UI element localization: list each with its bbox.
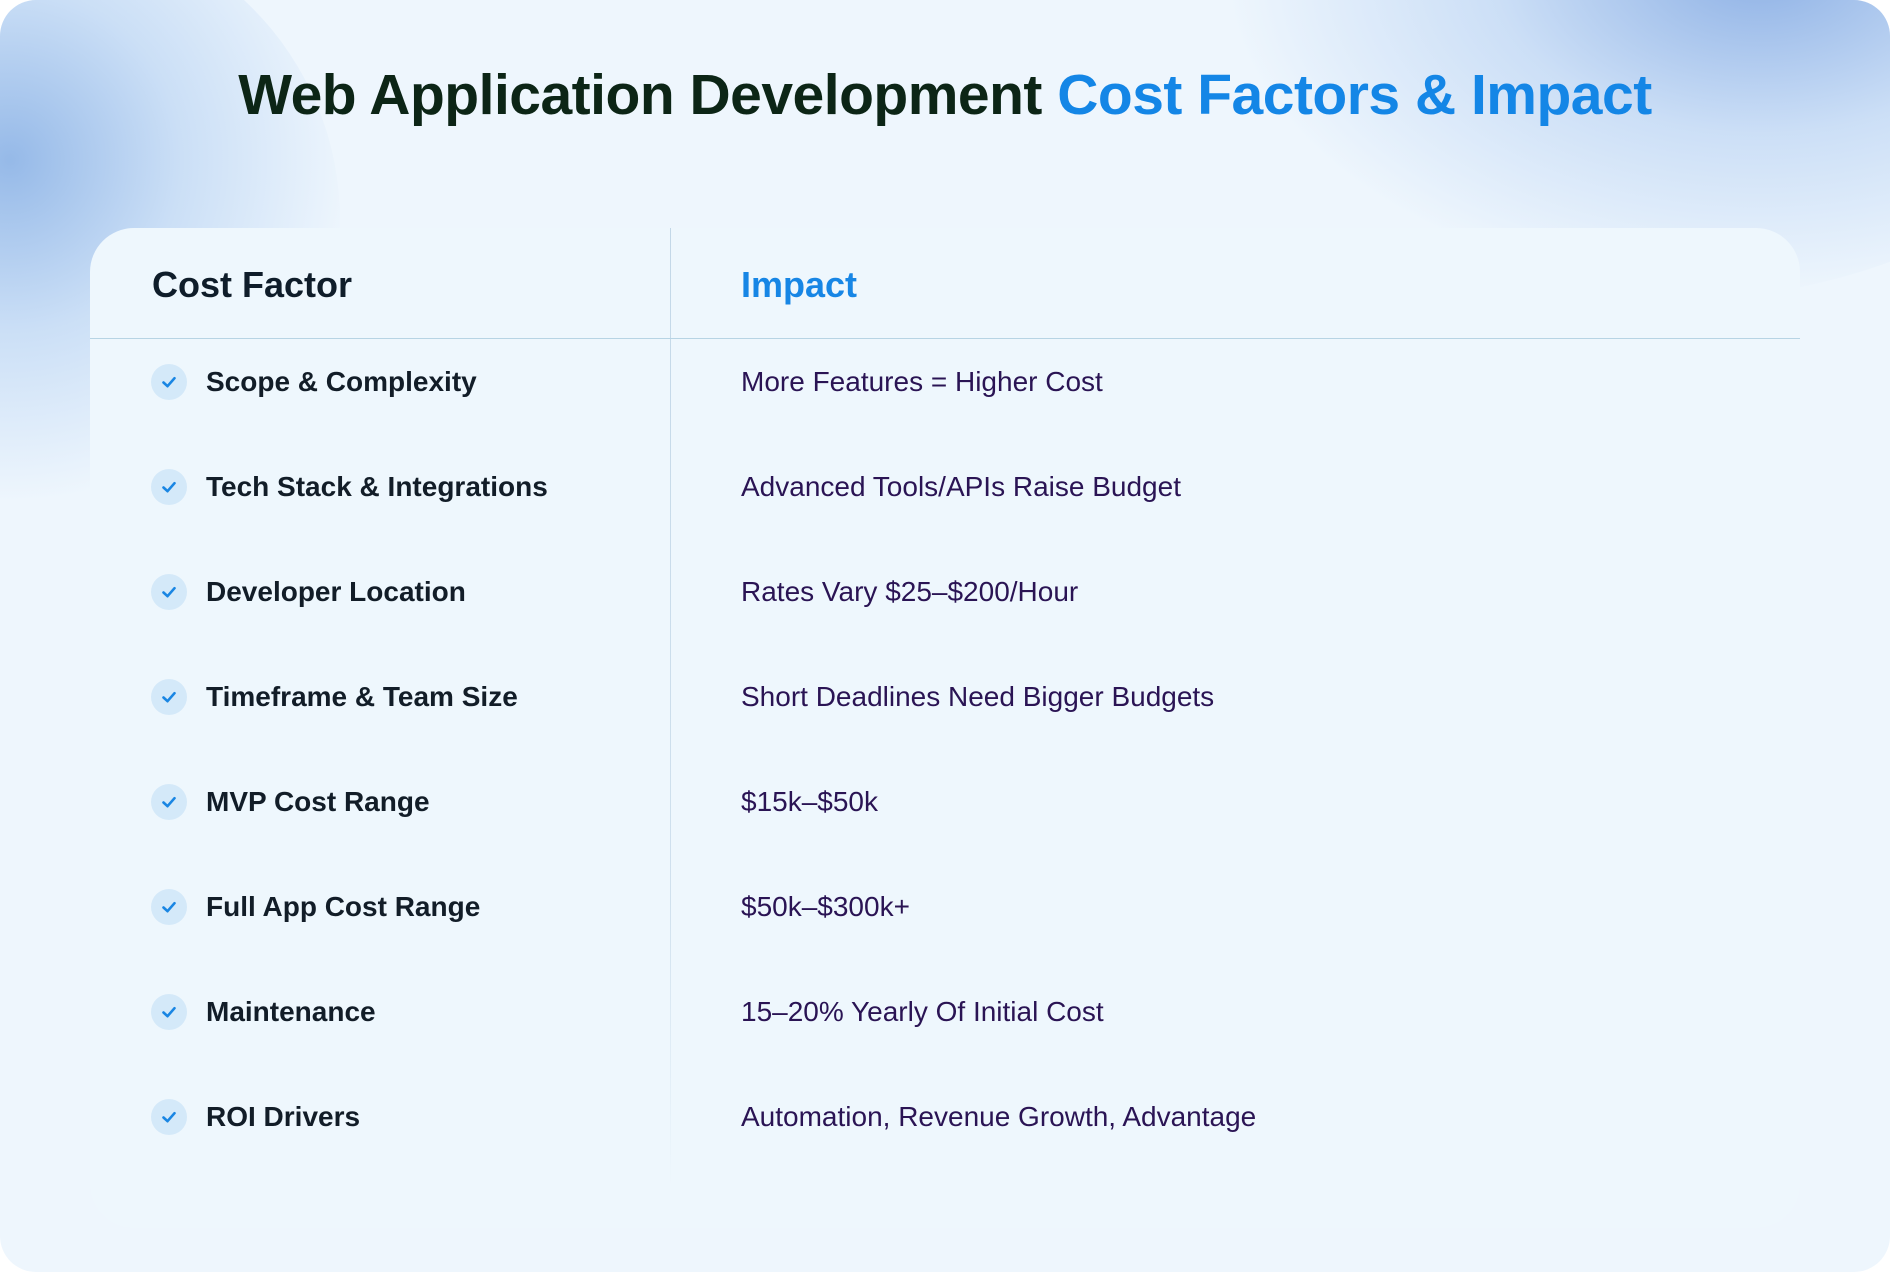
table-row: Developer Location Rates Vary $25–$200/H… [90,548,1800,653]
impact-cell: Short Deadlines Need Bigger Budgets [741,681,1215,712]
table-row: Scope & Complexity More Features = Highe… [90,338,1800,443]
impact-cell: More Features = Higher Cost [741,366,1103,397]
check-icon [151,679,187,715]
cost-factor-cell: MVP Cost Range [206,786,430,817]
check-icon [151,784,187,820]
impact-cell: Advanced Tools/APIs Raise Budget [741,471,1181,502]
table-row: Full App Cost Range $50k–$300k+ [90,863,1800,968]
check-icon [151,994,187,1030]
cost-factor-cell: Tech Stack & Integrations [206,471,548,502]
impact-cell: $15k–$50k [741,786,879,817]
title-accent: Cost Factors & Impact [1057,63,1652,127]
cost-factor-cell: Timeframe & Team Size [206,681,518,712]
cost-factor-cell: Scope & Complexity [206,366,477,397]
column-divider [670,228,671,1188]
cost-factor-cell: ROI Drivers [206,1101,361,1132]
table-row: MVP Cost Range $15k–$50k [90,758,1800,863]
table-row: Maintenance 15–20% Yearly Of Initial Cos… [90,968,1800,1073]
check-icon [151,469,187,505]
cost-factor-cell: Developer Location [206,576,466,607]
impact-cell: 15–20% Yearly Of Initial Cost [741,996,1104,1027]
table-row: Tech Stack & Integrations Advanced Tools… [90,443,1800,548]
table-row: ROI Drivers Automation, Revenue Growth, … [90,1073,1800,1178]
title-main: Web Application Development [238,63,1042,127]
check-icon [151,574,187,610]
table-body: Scope & Complexity More Features = Highe… [90,338,1800,1178]
header-impact: Impact [741,264,858,305]
check-icon [151,889,187,925]
table-header-row: Cost Factor Impact [90,228,1800,339]
header-cost-factor: Cost Factor [152,264,353,305]
check-icon [151,364,187,400]
page-title: Web Application Development Cost Factors… [0,62,1890,128]
cost-factors-table: Cost Factor Impact Scope & Complexity Mo… [90,228,1800,1228]
table-row: Timeframe & Team Size Short Deadlines Ne… [90,653,1800,758]
cost-factor-cell: Full App Cost Range [206,891,481,922]
impact-cell: Automation, Revenue Growth, Advantage [741,1101,1257,1132]
impact-cell: Rates Vary $25–$200/Hour [741,576,1079,607]
check-icon [151,1099,187,1135]
cost-factor-cell: Maintenance [206,996,376,1027]
impact-cell: $50k–$300k+ [741,891,910,922]
